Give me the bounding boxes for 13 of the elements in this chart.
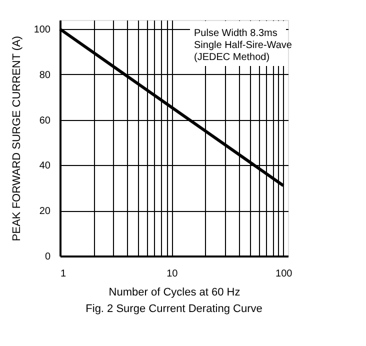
y-tick-label: 40 [39, 160, 51, 172]
x-axis-title: Number of Cycles at 60 Hz [108, 286, 240, 298]
y-tick-label: 80 [39, 70, 51, 81]
y-tick-label: 0 [44, 252, 51, 262]
x-tick-label: 1 [60, 268, 66, 280]
annotation: Pulse Width 8.3ms Single Half-Sire-Wave (JEDEC Method) [194, 28, 292, 63]
x-tick-label: 10 [166, 268, 178, 280]
text: Fig. 2 Surge Current Derating Curve [86, 303, 262, 315]
y-axis-title: PEAK FORWARD SURGE CURRENT (A) [10, 36, 23, 242]
y-tick-label: 100 [34, 24, 51, 36]
x-tick-label: 100 [276, 268, 293, 280]
y-tick-label: 20 [39, 206, 51, 218]
y-tick-label: 60 [39, 115, 51, 126]
